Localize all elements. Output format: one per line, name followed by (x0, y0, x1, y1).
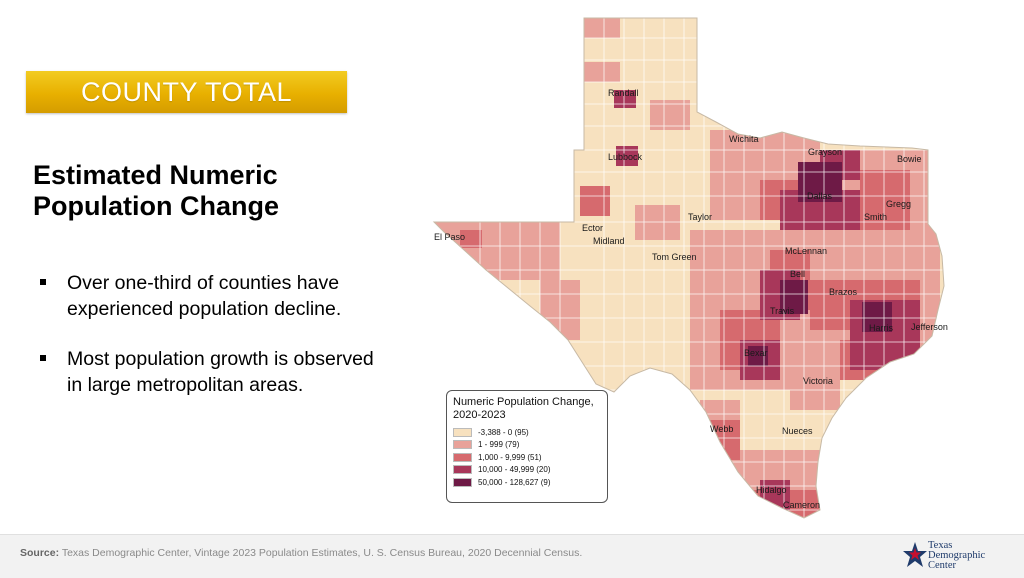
legend-swatch (453, 477, 472, 487)
legend-item: 1 - 999 (79) (453, 439, 601, 452)
legend-item: -3,388 - 0 (95) (453, 426, 601, 439)
county-label: Smith (864, 212, 888, 222)
legend-swatch (453, 452, 472, 462)
county-label: Taylor (688, 212, 713, 222)
slide-title-line1: Estimated Numeric (33, 160, 278, 190)
county-label: Brazos (829, 287, 858, 297)
legend-title: Numeric Population Change, 2020-2023 (453, 396, 594, 421)
county-label: Webb (710, 424, 734, 434)
bullet-item: Most population growth is observed in la… (38, 346, 378, 398)
tdc-logo: Texas Demographic Center (900, 539, 1010, 573)
bullet-square-icon (40, 279, 46, 285)
county-label: McLennan (785, 246, 828, 256)
county-label: Harris (869, 323, 893, 333)
county-label: Ector (582, 223, 604, 233)
county-label: Bell (790, 269, 806, 279)
county-label: Victoria (803, 376, 833, 386)
texas-outline (432, 17, 945, 519)
footer-bar: Source: Texas Demographic Center, Vintag… (0, 534, 1024, 578)
county-label: Randall (608, 88, 639, 98)
county-label: Jefferson (911, 322, 948, 332)
section-banner: COUNTY TOTAL (26, 71, 347, 113)
legend-item: 10,000 - 49,999 (20) (453, 464, 601, 477)
legend-item: 1,000 - 9,999 (51) (453, 451, 601, 464)
county-label: El Paso (434, 232, 466, 242)
county-label: Dallas (807, 191, 833, 201)
slide-title: Estimated Numeric Population Change (33, 160, 363, 222)
logo-line1: Texas (928, 540, 953, 551)
county-label: Lubbock (608, 152, 643, 162)
legend-swatch (453, 465, 472, 475)
county-label: Bowie (897, 154, 922, 164)
section-banner-text: COUNTY TOTAL (80, 76, 293, 107)
source-citation: Source: Texas Demographic Center, Vintag… (20, 547, 583, 559)
county-label: Cameron (783, 500, 821, 510)
county-label: Midland (593, 236, 625, 246)
county-label: Wichita (729, 134, 759, 144)
county-label: Nueces (782, 426, 813, 436)
county-label: Gregg (886, 199, 912, 209)
county-label: Bexar (744, 348, 768, 358)
bullet-square-icon (40, 355, 46, 361)
legend-swatch (453, 440, 472, 450)
county-label: Travis (770, 306, 795, 316)
legend-item: 50,000 - 128,627 (9) (453, 476, 601, 489)
county-label: Grayson (808, 147, 843, 157)
bullet-item: Over one-third of counties have experien… (38, 270, 378, 322)
map-legend: Numeric Population Change, 2020-2023 -3,… (446, 390, 608, 503)
slide-title-line2: Population Change (33, 191, 279, 221)
county-label: Tom Green (652, 252, 697, 262)
county-label: Hidalgo (756, 485, 787, 495)
logo-line2: Demographic (928, 550, 986, 561)
bullet-list: Over one-third of counties have experien… (38, 270, 378, 422)
texas-star-icon (903, 542, 927, 567)
logo-line3: Center (928, 560, 956, 571)
legend-swatch (453, 427, 472, 437)
